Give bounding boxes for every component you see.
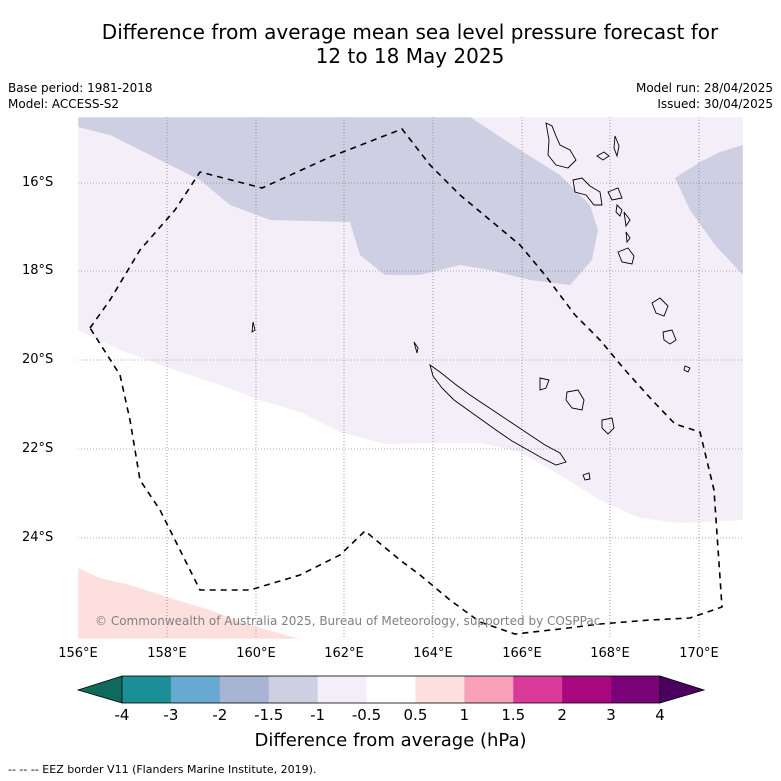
lon-label-160e: 160°E: [236, 646, 276, 661]
base-period: Base period: 1981-2018: [8, 81, 153, 95]
meta-left: Base period: 1981-2018 Model: ACCESS-S2: [8, 80, 153, 112]
new-caledonia-coastline: [251, 321, 615, 481]
eez-legend-footer: -- -- -- EEZ border V11 (Flanders Marine…: [8, 763, 317, 776]
model-name: Model: ACCESS-S2: [8, 97, 120, 111]
colorbar-segment: [366, 676, 416, 703]
colorbar-tick-label: 1.5: [501, 706, 526, 724]
colorbar-tick-label: 1: [459, 706, 470, 724]
title-line-2: 12 to 18 May 2025: [315, 44, 505, 68]
colorbar-outline: [121, 675, 661, 704]
graticule: [78, 117, 743, 639]
colorbar-segment: [562, 676, 612, 703]
colorbar-segment: [268, 676, 319, 703]
colorbar-segment: [464, 676, 514, 703]
lon-label-168e: 168°E: [590, 646, 630, 661]
lat-label-24s: 24°S: [22, 530, 54, 545]
colorbar-tick-label: -4: [114, 706, 130, 724]
lat-label-20s: 20°S: [22, 352, 54, 367]
map-title: Difference from average mean sea level p…: [60, 20, 760, 68]
colorbar-title: Difference from average (hPa): [254, 730, 527, 751]
lon-label-156e: 156°E: [58, 646, 98, 661]
colorbar-segment: [122, 676, 172, 703]
lon-label-164e: 164°E: [413, 646, 453, 661]
colorbar-over-arrow: [659, 675, 706, 704]
lat-label-22s: 22°S: [22, 441, 54, 456]
colorbar-tick-label: 2: [557, 706, 567, 724]
colorbar-segment: [219, 676, 270, 703]
colorbar-tick-label: -1: [310, 706, 326, 724]
colorbar-tick-label: -2: [212, 706, 228, 724]
vanuatu-coastline: [545, 122, 691, 373]
eez-border: [89, 128, 723, 635]
map-frame: [77, 116, 744, 640]
colorbar-segment: [317, 676, 368, 703]
issued-date: Issued: 30/04/2025: [657, 97, 773, 111]
anomaly-region-mid-east: [675, 145, 743, 275]
lat-label-16s: 16°S: [22, 175, 54, 190]
colorbar-segment: [415, 676, 465, 703]
lon-label-170e: 170°E: [679, 646, 719, 661]
title-line-1: Difference from average mean sea level p…: [101, 20, 719, 44]
lat-label-18s: 18°S: [22, 263, 54, 278]
lon-label-166e: 166°E: [502, 646, 542, 661]
lon-label-162e: 162°E: [324, 646, 364, 661]
anomaly-region-positive: [78, 568, 300, 639]
colorbar-tick-label: -3: [163, 706, 179, 724]
map-area: [78, 117, 743, 639]
colorbar: [76, 675, 706, 704]
colorbar-tick-label: 3: [606, 706, 616, 724]
anomaly-region-mid-west: [78, 117, 598, 285]
colorbar-segment: [513, 676, 563, 703]
colorbar-segments: [122, 676, 661, 703]
colorbar-segment: [170, 676, 221, 703]
colorbar-segment: [611, 676, 661, 703]
colorbar-under-arrow: [76, 675, 123, 704]
colorbar-tick-label: -0.5: [351, 706, 382, 724]
lon-label-158e: 158°E: [147, 646, 187, 661]
meta-right: Model run: 28/04/2025 Issued: 30/04/2025: [636, 80, 773, 112]
colorbar-tick-label: 4: [655, 706, 665, 724]
copyright-notice: © Commonwealth of Australia 2025, Bureau…: [95, 614, 601, 628]
colorbar-tick-label: -1.5: [254, 706, 284, 724]
model-run: Model run: 28/04/2025: [635, 81, 773, 95]
colorbar-tick-label: 0.5: [403, 706, 428, 724]
